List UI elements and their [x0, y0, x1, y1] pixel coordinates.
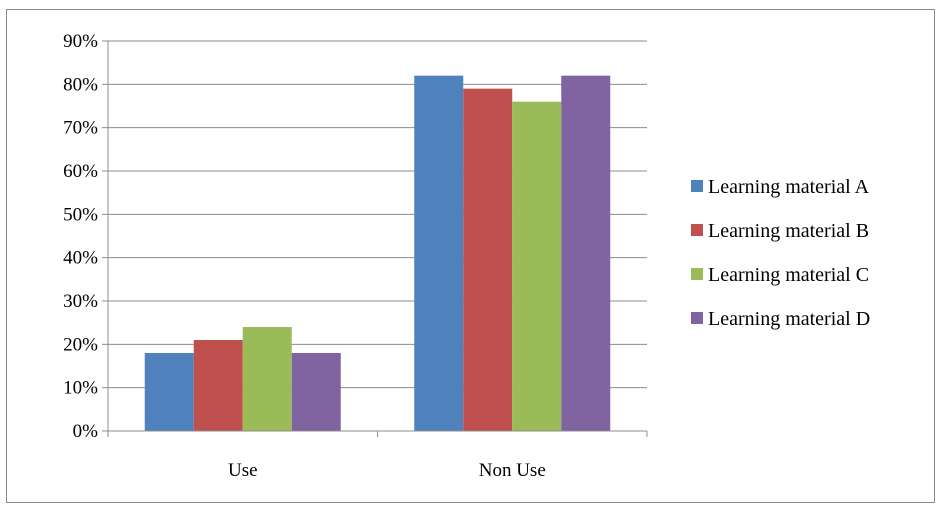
- y-tick-label: 90%: [63, 31, 98, 52]
- legend-label-1: Learning material A: [708, 176, 870, 198]
- legend-swatch-4: [691, 312, 703, 324]
- bar-1-1: [144, 353, 194, 431]
- y-tick-label: 50%: [63, 204, 98, 225]
- bar-3-1: [242, 327, 292, 431]
- bar-4-1: [291, 353, 341, 431]
- legend-label-3: Learning material C: [708, 264, 869, 286]
- bar-1-2: [414, 75, 464, 432]
- bar-chart: 0%10%20%30%40%50%60%70%80%90%Use Non Use …: [63, 31, 870, 481]
- bar-2-1: [193, 340, 243, 431]
- y-tick-label: 80%: [63, 74, 98, 95]
- legend-label-4: Learning material D: [708, 308, 870, 330]
- y-tick-label: 10%: [63, 378, 98, 399]
- bar-4-2: [561, 75, 611, 432]
- legend-label-2: Learning material B: [708, 220, 869, 242]
- legend-swatch-2: [691, 224, 703, 236]
- x-category-label: Non Use: [479, 460, 546, 481]
- y-tick-label: 20%: [63, 334, 98, 355]
- y-tick-label: 60%: [63, 161, 98, 182]
- bar-2-2: [463, 88, 513, 432]
- y-tick-label: 0%: [73, 421, 99, 442]
- legend-swatch-3: [691, 268, 703, 280]
- x-category-label: Use: [228, 460, 258, 481]
- legend: Learning material A Learning material B Le…: [691, 176, 870, 330]
- bar-3-2: [512, 101, 562, 432]
- y-tick-label: 70%: [63, 118, 98, 139]
- y-tick-label: 40%: [63, 248, 98, 269]
- y-tick-label: 30%: [63, 291, 98, 312]
- axes: 0% 10% 20% 30% 40% 50% 60% 70% 80% 90% Use Non Use: [63, 31, 648, 481]
- bars: [144, 75, 611, 432]
- chart-frame: 0% 10% 20% 30% 40% 50% 60% 70% 80% 90% Use Non Use …: [6, 9, 935, 503]
- legend-swatch-1: [691, 180, 703, 192]
